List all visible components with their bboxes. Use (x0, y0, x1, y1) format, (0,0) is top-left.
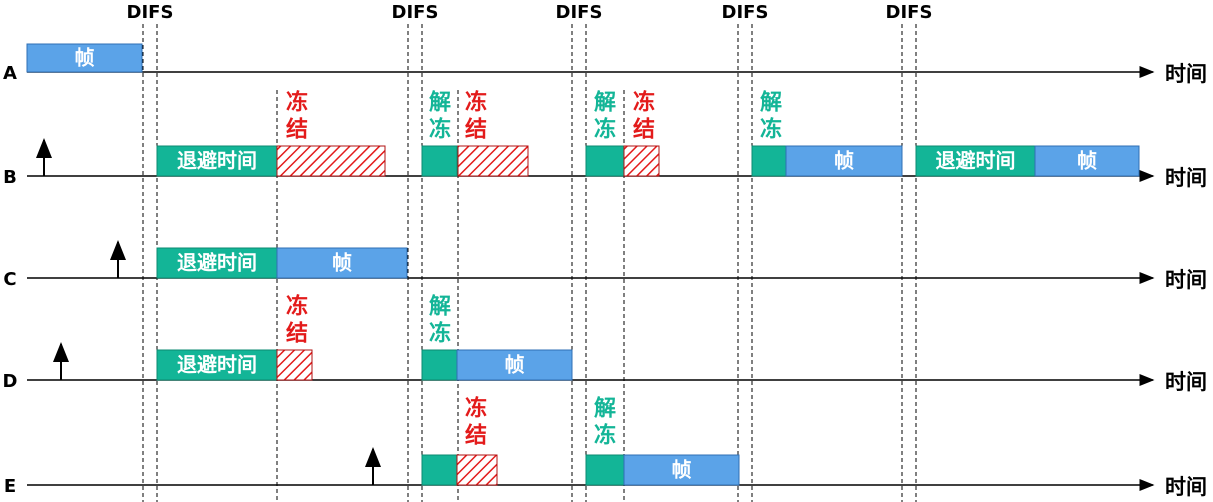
freeze-note: 冻结 (629, 89, 655, 144)
frame-block (623, 454, 740, 486)
difs-label: DIFS (556, 2, 603, 23)
backoff-block (585, 454, 625, 486)
difs-label: DIFS (722, 2, 769, 23)
frozen-segment (623, 145, 660, 177)
difs-label: DIFS (886, 2, 933, 23)
frame-block (785, 145, 903, 177)
time-label: 时间 (1165, 370, 1207, 394)
freeze-note: 冻结 (282, 89, 308, 144)
difs-label: DIFS (127, 2, 174, 23)
time-label: 时间 (1165, 268, 1207, 292)
frame-label: 帧 (834, 149, 854, 173)
station-label: B (3, 167, 17, 188)
freeze-note: 冻结 (282, 293, 308, 348)
time-label: 时间 (1165, 62, 1207, 86)
backoff-block (421, 349, 458, 381)
station-label: E (4, 476, 16, 497)
frozen-segment (456, 454, 498, 486)
backoff-block (156, 145, 278, 177)
backoff-label: 退避时间 (177, 251, 257, 275)
time-label: 时间 (1165, 475, 1207, 499)
frame-label: 帧 (75, 46, 95, 70)
frame-block (1034, 145, 1140, 177)
backoff-block (585, 145, 625, 177)
station-label: C (3, 269, 16, 290)
unfreeze-note: 解冻 (425, 89, 451, 144)
backoff-block (915, 145, 1036, 177)
unfreeze-note: 解冻 (756, 89, 782, 144)
frame-block (276, 247, 408, 279)
frozen-segment (276, 145, 386, 177)
frame-block (26, 43, 143, 73)
station-label: A (3, 63, 17, 84)
frozen-segment (457, 145, 529, 177)
backoff-label: 退避时间 (177, 353, 257, 377)
station-label: D (3, 371, 18, 392)
frame-label: 帧 (672, 458, 692, 482)
time-label: 时间 (1165, 166, 1207, 190)
frame-label: 帧 (1077, 149, 1097, 173)
difs-label: DIFS (392, 2, 439, 23)
unfreeze-note: 解冻 (590, 89, 616, 144)
backoff-block (421, 145, 458, 177)
frozen-segment (276, 349, 313, 381)
backoff-label: 退避时间 (177, 149, 257, 173)
backoff-label: 退避时间 (936, 149, 1016, 173)
unfreeze-note: 解冻 (590, 395, 616, 450)
freeze-note: 冻结 (461, 395, 487, 450)
backoff-block (421, 454, 458, 486)
frame-label: 帧 (505, 353, 525, 377)
unfreeze-note: 解冻 (425, 293, 451, 348)
frame-label: 帧 (332, 251, 352, 275)
frame-block (456, 349, 573, 381)
freeze-note: 冻结 (461, 89, 487, 144)
backoff-block (751, 145, 787, 177)
